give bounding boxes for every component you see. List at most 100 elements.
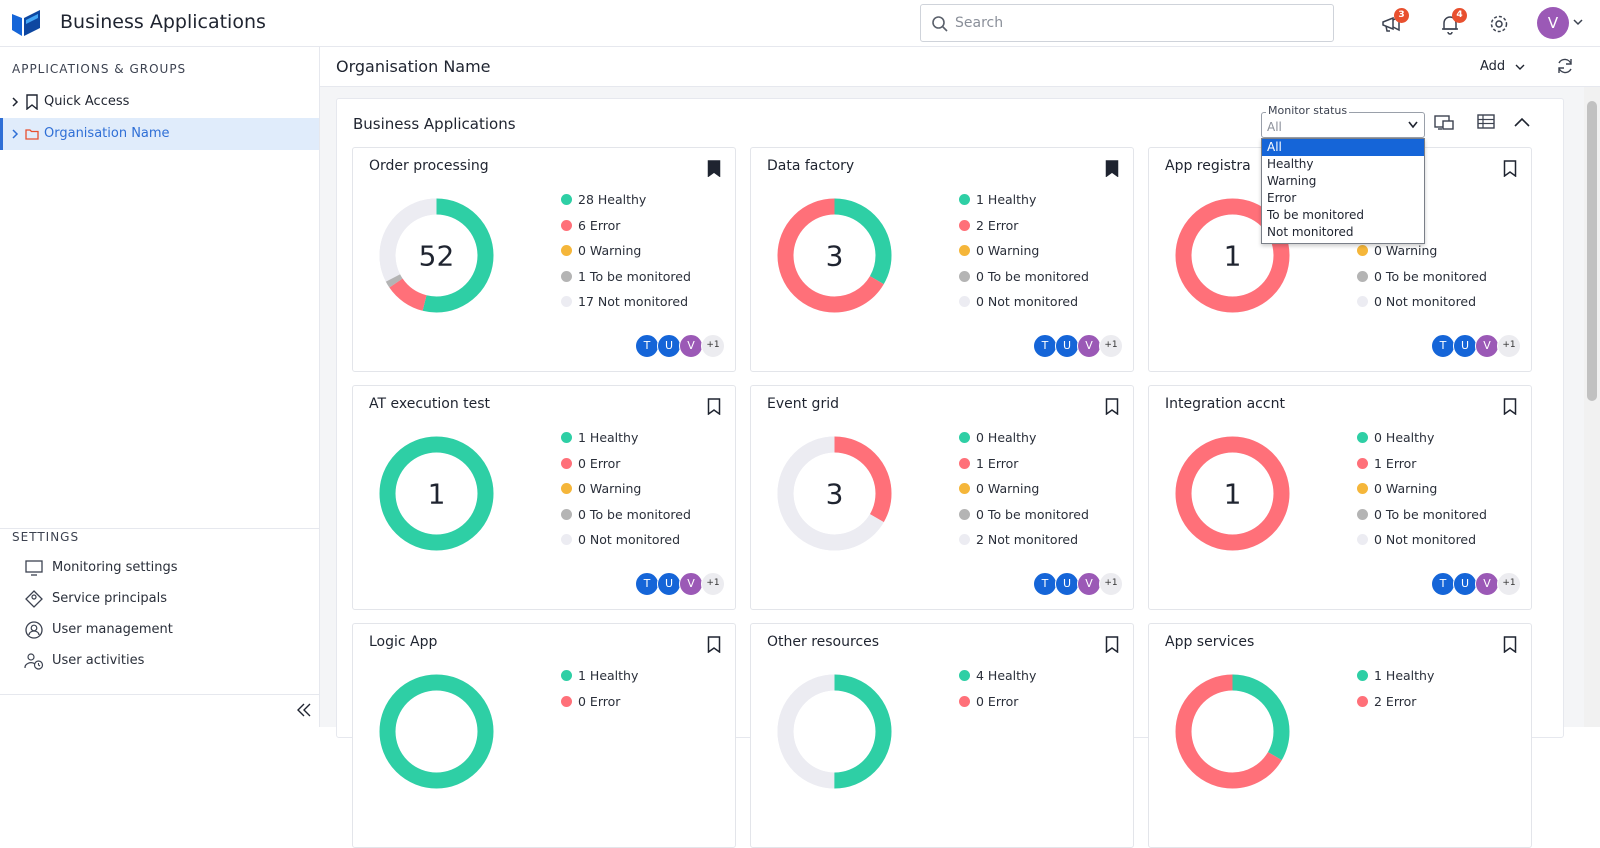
option-all[interactable]: All bbox=[1262, 139, 1424, 156]
sidebar-item-quick-access[interactable]: Quick Access bbox=[0, 86, 319, 118]
card-title: AT execution test bbox=[369, 396, 491, 412]
settings-item-user-management[interactable]: User management bbox=[0, 615, 319, 645]
legend-row-to-be-monitored: 1 To be monitored bbox=[561, 269, 691, 295]
user-avatar[interactable]: T bbox=[1431, 334, 1455, 358]
user-avatar[interactable]: V bbox=[1475, 572, 1499, 596]
user-avatar[interactable]: U bbox=[1055, 572, 1079, 596]
app-card[interactable]: AT execution test 1 1 Healthy 0 Error 0 Warn… bbox=[352, 385, 736, 610]
monitor-status-select[interactable]: Monitor status All bbox=[1261, 104, 1425, 138]
user-avatar[interactable]: V bbox=[1077, 334, 1101, 358]
bookmark-icon[interactable] bbox=[707, 636, 721, 653]
app-card[interactable]: App services 1 Healthy 2 Error bbox=[1148, 623, 1532, 848]
status-legend: 28 Healthy 6 Error 0 Warning 1 To be monito… bbox=[561, 192, 691, 320]
legend-dot bbox=[959, 534, 970, 546]
app-card[interactable]: Integration accnt 1 0 Healthy 1 Error 0 Warn… bbox=[1148, 385, 1532, 610]
chevron-down-icon[interactable] bbox=[1572, 16, 1584, 28]
app-card[interactable]: Data factory 3 1 Healthy 2 Error 0 Warning 0 … bbox=[750, 147, 1134, 372]
chevron-up-icon[interactable] bbox=[1511, 112, 1533, 132]
user-avatar[interactable]: V bbox=[1475, 334, 1499, 358]
more-users-avatar[interactable]: +1 bbox=[1497, 572, 1521, 596]
vertical-scrollbar[interactable] bbox=[1584, 87, 1600, 727]
legend-row-to-be-monitored bbox=[959, 745, 1036, 771]
legend-dot bbox=[959, 296, 970, 308]
card-view-icon[interactable] bbox=[1433, 112, 1455, 132]
legend-row-not-monitored: 0 Not monitored bbox=[1357, 294, 1487, 320]
app-logo-icon[interactable] bbox=[12, 8, 40, 38]
option-healthy[interactable]: Healthy bbox=[1267, 157, 1314, 171]
legend-dot bbox=[561, 245, 572, 257]
settings-button[interactable] bbox=[1487, 12, 1511, 36]
legend-label: 0 To be monitored bbox=[1374, 506, 1487, 522]
refresh-icon[interactable] bbox=[1555, 56, 1575, 76]
user-avatar[interactable]: U bbox=[1453, 334, 1477, 358]
scrollbar-thumb[interactable] bbox=[1587, 101, 1597, 401]
search-placeholder: Search bbox=[955, 15, 1004, 31]
bookmark-filled-icon[interactable] bbox=[707, 160, 721, 177]
user-avatar[interactable]: T bbox=[1431, 572, 1455, 596]
app-card[interactable]: Order processing 52 28 Healthy 6 Error 0 War… bbox=[352, 147, 736, 372]
panel-title: Business Applications bbox=[353, 115, 516, 133]
app-card[interactable]: Logic App 1 Healthy 0 Error bbox=[352, 623, 736, 848]
user-avatar[interactable]: V bbox=[1537, 7, 1569, 39]
user-avatar[interactable]: U bbox=[1055, 334, 1079, 358]
settings-item-label: User activities bbox=[52, 653, 145, 668]
legend-row-warning: 0 Warning bbox=[959, 481, 1089, 507]
app-card[interactable]: Other resources 4 Healthy 0 Error bbox=[750, 623, 1134, 848]
bookmark-icon[interactable] bbox=[1105, 636, 1119, 653]
chevron-down-icon bbox=[1408, 121, 1418, 129]
table-view-icon[interactable] bbox=[1475, 112, 1497, 132]
status-donut-chart: 1 bbox=[1175, 198, 1290, 313]
legend-row-error: 0 Error bbox=[959, 694, 1036, 720]
more-users-avatar[interactable]: +1 bbox=[1099, 572, 1123, 596]
bookmark-icon[interactable] bbox=[1503, 636, 1517, 653]
chevron-right-icon[interactable] bbox=[10, 128, 20, 140]
user-avatar[interactable]: T bbox=[635, 572, 659, 596]
legend-label: 0 Not monitored bbox=[1374, 532, 1477, 548]
legend-row-healthy: 4 Healthy bbox=[959, 668, 1036, 694]
bookmark-icon[interactable] bbox=[1503, 160, 1517, 177]
settings-item-service-principals[interactable]: Service principals bbox=[0, 584, 319, 614]
user-avatar[interactable]: T bbox=[1033, 572, 1057, 596]
card-title: App services bbox=[1165, 634, 1255, 650]
app-card[interactable]: Event grid 3 0 Healthy 1 Error 0 Warning 0 To… bbox=[750, 385, 1134, 610]
user-avatar[interactable]: U bbox=[657, 334, 681, 358]
more-users-avatar[interactable]: +1 bbox=[1497, 334, 1521, 358]
user-avatar[interactable]: T bbox=[1033, 334, 1057, 358]
collapse-sidebar-icon[interactable] bbox=[295, 701, 313, 719]
user-avatar[interactable]: U bbox=[657, 572, 681, 596]
card-title: Event grid bbox=[767, 396, 839, 412]
user-avatar[interactable]: V bbox=[679, 334, 703, 358]
add-button[interactable]: Add bbox=[1480, 59, 1525, 74]
settings-item-user-activities[interactable]: User activities bbox=[0, 646, 319, 676]
legend-label: 0 Warning bbox=[578, 243, 642, 259]
user-avatar[interactable]: V bbox=[1077, 572, 1101, 596]
option-warning[interactable]: Warning bbox=[1267, 174, 1317, 188]
option-error[interactable]: Error bbox=[1267, 191, 1297, 205]
user-avatar[interactable]: V bbox=[679, 572, 703, 596]
bookmark-icon[interactable] bbox=[707, 398, 721, 415]
legend-label: 1 Healthy bbox=[1374, 668, 1435, 683]
legend-dot bbox=[1357, 695, 1368, 707]
sidebar-item-organisation[interactable]: Organisation Name bbox=[0, 118, 319, 150]
user-clock-icon bbox=[24, 653, 44, 670]
more-users-avatar[interactable]: +1 bbox=[1099, 334, 1123, 358]
diamond-key-icon bbox=[25, 590, 43, 608]
legend-row-not-monitored: 0 Not monitored bbox=[561, 532, 691, 558]
notifications-button[interactable]: 4 bbox=[1438, 8, 1467, 36]
announcements-button[interactable]: 3 bbox=[1380, 8, 1409, 36]
option-not-monitored[interactable]: Not monitored bbox=[1267, 225, 1354, 239]
bookmark-filled-icon[interactable] bbox=[1105, 160, 1119, 177]
search-input[interactable]: Search bbox=[920, 4, 1334, 42]
bookmark-icon[interactable] bbox=[1105, 398, 1119, 415]
more-users-avatar[interactable]: +1 bbox=[701, 572, 725, 596]
more-users-avatar[interactable]: +1 bbox=[701, 334, 725, 358]
bookmark-icon[interactable] bbox=[1503, 398, 1517, 415]
user-avatar[interactable]: T bbox=[635, 334, 659, 358]
settings-item-monitoring[interactable]: Monitoring settings bbox=[0, 553, 319, 583]
legend-label: 0 Warning bbox=[1374, 481, 1438, 497]
option-to-be-monitored[interactable]: To be monitored bbox=[1267, 208, 1364, 222]
status-legend: 0 Healthy 1 Error 0 Warning 0 To be monitor… bbox=[959, 430, 1089, 558]
chevron-right-icon[interactable] bbox=[10, 96, 20, 108]
user-avatar[interactable]: U bbox=[1453, 572, 1477, 596]
